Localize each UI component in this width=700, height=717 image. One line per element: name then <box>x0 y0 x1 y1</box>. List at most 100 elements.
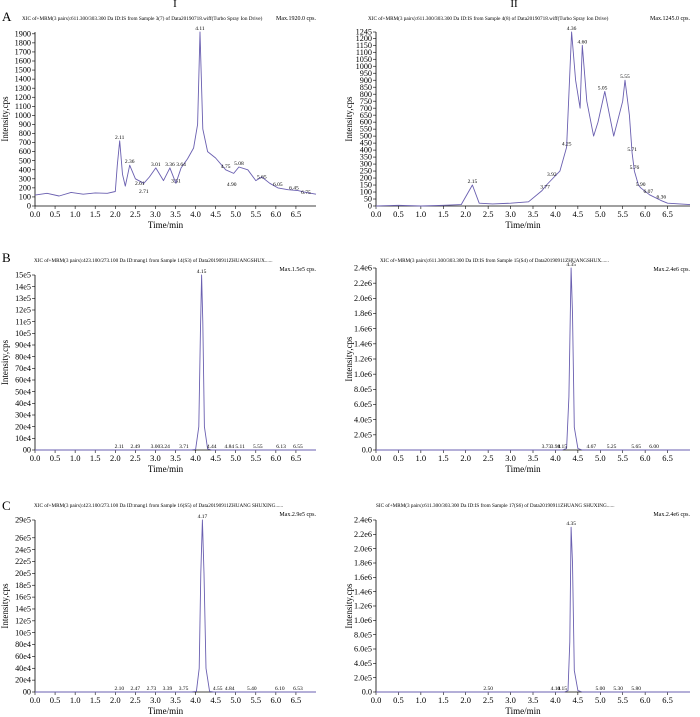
peak-label: 2.71 <box>139 189 149 195</box>
x-tick-label: 1.5 <box>90 209 101 219</box>
peak-label: 4.11 <box>195 26 205 32</box>
x-tick-label: 2.0 <box>110 209 121 219</box>
y-tick-label: 1200 <box>356 34 372 43</box>
peak-label: 4.44 <box>207 444 217 450</box>
y-tick-label: 1.0e6 <box>354 616 372 625</box>
y-tick-label: 1.8e6 <box>354 559 372 568</box>
peak-label: 5.08 <box>234 161 244 167</box>
x-tick-label: 0.5 <box>393 453 404 463</box>
x-tick-label: 4.0 <box>550 453 561 463</box>
y-tick-label: 10e5 <box>15 628 31 637</box>
y-tick-label: 6.0e5 <box>354 400 372 409</box>
x-tick-label: 2.5 <box>130 209 141 219</box>
x-tick-label: 4.0 <box>550 695 561 705</box>
peak-label: 5.55 <box>620 74 630 80</box>
y-tick-label: 20e4 <box>15 676 31 685</box>
y-tick-label: 2.4e6 <box>354 516 372 525</box>
x-tick-label: 1.0 <box>70 453 81 463</box>
y-tick-label: 300 <box>19 174 31 183</box>
x-axis-label: Time/min <box>148 464 184 474</box>
x-tick-label: 0.0 <box>371 695 382 705</box>
chart-panel-B-II: XIC of+MRM(3 pairs):611.300/303.300 Da I… <box>344 257 690 474</box>
x-tick-label: 2.0 <box>460 453 471 463</box>
peak-label: 2.10 <box>114 686 124 692</box>
y-tick-label: 0 <box>27 202 31 211</box>
x-tick-label: 2.0 <box>110 453 121 463</box>
x-axis-label: Time/min <box>505 464 541 474</box>
x-tick-label: 0.0 <box>30 209 41 219</box>
y-tick-label: 2.0e5 <box>354 673 372 682</box>
y-tick-label: 40e4 <box>15 664 31 673</box>
y-tick-label: 700 <box>360 104 372 113</box>
y-tick-label: 150 <box>360 181 372 190</box>
peak-label: 4.15 <box>197 269 207 275</box>
y-tick-label: 70e4 <box>15 364 31 373</box>
x-tick-label: 2.0 <box>460 209 471 219</box>
y-axis-label: Intensity,cps <box>344 583 354 629</box>
y-tick-label: 1050 <box>356 55 372 64</box>
peak-label: 6.75 <box>301 190 311 196</box>
y-tick-label: 2.0e5 <box>354 430 372 439</box>
x-tick-label: 6.0 <box>640 209 651 219</box>
x-tick-label: 1.0 <box>70 209 81 219</box>
peak-label: 5.80 <box>631 686 641 692</box>
y-tick-label: 1150 <box>356 41 372 50</box>
x-tick-label: 5.5 <box>250 453 261 463</box>
peak-label: 4.15 <box>557 444 567 450</box>
x-tick-label: 3.5 <box>170 695 181 705</box>
x-tick-label: 4.5 <box>573 453 584 463</box>
peak-label: 5.11 <box>235 444 245 450</box>
max-intensity-label: Max.2.4e6 cps. <box>653 512 690 518</box>
peak-label: 6.00 <box>649 444 659 450</box>
y-tick-label: 400 <box>360 146 372 155</box>
y-tick-label: 6.0e5 <box>354 645 372 654</box>
peak-label: 3.64 <box>176 162 186 168</box>
y-tick-label: 14e5 <box>15 605 31 614</box>
peak-label: 2.11 <box>115 444 125 450</box>
y-tick-label: 850 <box>360 83 372 92</box>
x-tick-label: 2.0 <box>110 695 121 705</box>
peak-label: 5.05 <box>598 85 608 91</box>
y-tick-label: 1.4e6 <box>354 339 372 348</box>
x-tick-label: 4.5 <box>573 209 584 219</box>
y-tick-label: 1900 <box>15 29 31 38</box>
chromatogram-trace <box>376 267 690 451</box>
x-tick-label: 2.5 <box>130 453 141 463</box>
x-tick-label: 1.0 <box>416 209 427 219</box>
peak-label: 4.67 <box>587 444 597 450</box>
panel-header: XIC of+MRM(3 pairs):611.300/303.300 Da I… <box>22 15 263 22</box>
y-tick-label: 350 <box>360 153 372 162</box>
peak-label: 2.61 <box>135 181 145 187</box>
y-tick-label: 80e4 <box>15 352 31 361</box>
y-tick-label: 60e4 <box>15 652 31 661</box>
x-axis-label: Time/min <box>505 706 541 716</box>
x-tick-label: 0.0 <box>30 453 41 463</box>
x-tick-label: 1.0 <box>70 695 81 705</box>
y-tick-label: 300 <box>360 160 372 169</box>
row-label-A: A <box>2 9 12 24</box>
peak-label: 4.84 <box>225 686 235 692</box>
x-tick-label: 1.5 <box>90 695 101 705</box>
x-tick-label: 1.0 <box>416 453 427 463</box>
peak-label: 5.65 <box>631 444 641 450</box>
y-tick-label: 14e5 <box>15 282 31 291</box>
y-tick-label: 20e4 <box>15 422 31 431</box>
x-tick-label: 4.0 <box>550 209 561 219</box>
x-tick-label: 2.5 <box>483 209 494 219</box>
x-tick-label: 5.0 <box>230 695 241 705</box>
peak-label: 4.60 <box>578 39 588 45</box>
column-label-II: II <box>510 0 518 10</box>
x-tick-label: 3.0 <box>150 453 161 463</box>
y-axis-label: Intensity,cps <box>344 96 354 142</box>
x-axis-label: Time/min <box>148 706 184 716</box>
x-tick-label: 2.0 <box>460 695 471 705</box>
y-tick-label: 2.0e6 <box>354 294 372 303</box>
peak-label: 2.47 <box>131 686 141 692</box>
x-tick-label: 6.5 <box>291 453 302 463</box>
peak-label: 5.55 <box>253 444 263 450</box>
y-tick-label: 10e5 <box>15 329 31 338</box>
y-tick-label: 2.0e6 <box>354 544 372 553</box>
panel-header: XIC of+MRM(3 pairs):611.300/303.300 Da I… <box>380 257 609 264</box>
y-tick-label: 400 <box>19 165 31 174</box>
y-tick-label: 500 <box>19 156 31 165</box>
